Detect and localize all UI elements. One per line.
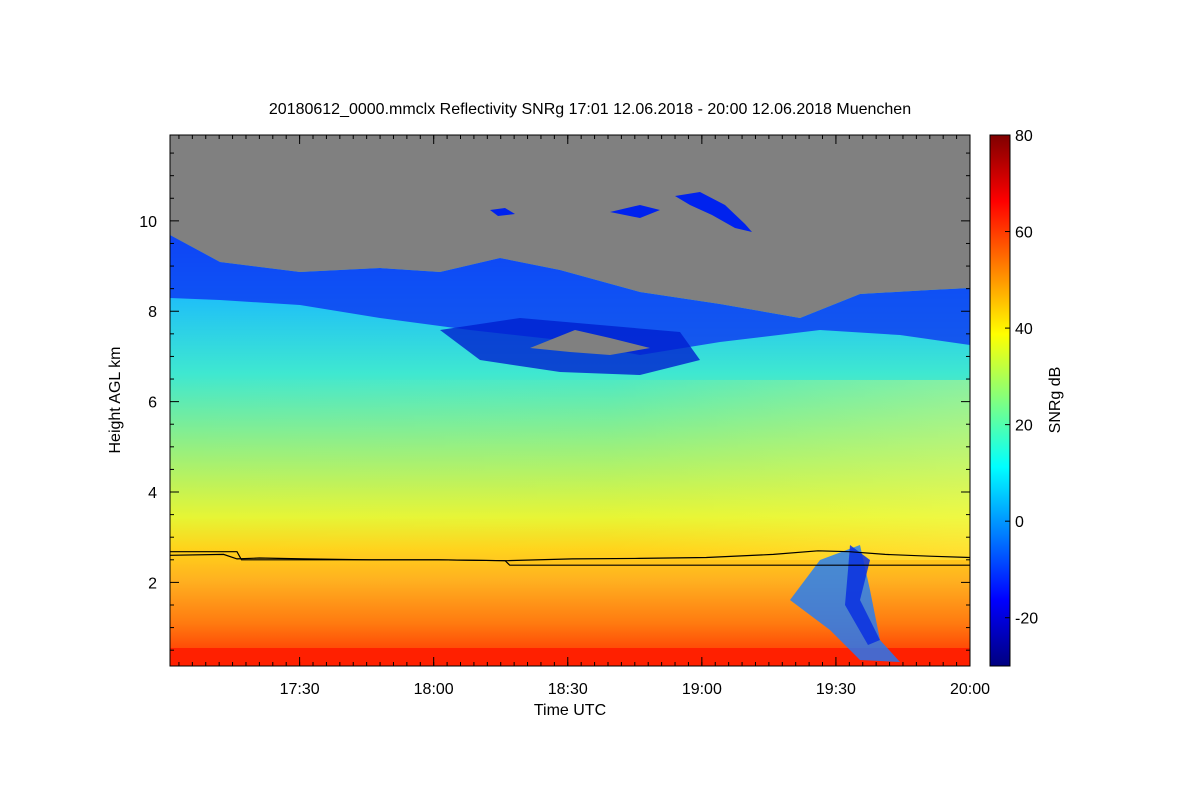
no-signal-region [170, 135, 970, 318]
y-tick-label: 10 [139, 214, 157, 231]
line-series-1 [170, 551, 970, 566]
x-tick-label: 17:30 [280, 681, 320, 698]
y-axis-label: Height AGL km [107, 346, 124, 453]
upper-echo-3 [490, 208, 515, 216]
lower-right-core [845, 545, 880, 645]
no-signal-patch [530, 330, 650, 355]
x-tick-label: 18:00 [414, 681, 454, 698]
x-tick-label: 18:30 [548, 681, 588, 698]
plot-frame [169, 134, 971, 667]
upper-echo [675, 192, 752, 232]
heatmap-area [170, 135, 970, 666]
colorbar-tick-label: 20 [1015, 418, 1033, 435]
colorbar [989, 134, 1011, 667]
colorbar-tick-label: 80 [1015, 128, 1033, 145]
colorbar-tick-label: -20 [1015, 611, 1038, 628]
x-axis-label: Time UTC [534, 702, 606, 719]
chart-title: 20180612_0000.mmclx Reflectivity SNRg 17… [269, 101, 911, 118]
mixing-layer-lines [170, 550, 970, 566]
y-tick-label: 2 [148, 575, 157, 592]
x-tick-label: 20:00 [950, 681, 990, 698]
cloud-top-blue-band [170, 235, 970, 355]
x-axis: 17:30 18:00 18:30 19:00 19:30 20:00 [178, 135, 990, 698]
colorbar-ticks: 80 60 40 20 0 -20 [1005, 128, 1038, 628]
y-tick-label: 4 [148, 485, 157, 502]
upper-echo-2 [610, 205, 660, 218]
y-axis: 2 4 6 8 10 [139, 152, 970, 651]
y-tick-label: 8 [148, 304, 157, 321]
colorbar-tick-label: 40 [1015, 321, 1033, 338]
y-tick-label: 6 [148, 395, 157, 412]
colorbar-label: SNRg dB [1047, 367, 1064, 434]
x-tick-label: 19:00 [682, 681, 722, 698]
surface-band [170, 648, 970, 666]
x-tick-label: 19:30 [816, 681, 856, 698]
heatmap-right-tint [170, 380, 970, 560]
colorbar-tick-label: 0 [1015, 514, 1024, 531]
line-series-0 [170, 550, 970, 562]
colorbar-tick-label: 60 [1015, 225, 1033, 242]
